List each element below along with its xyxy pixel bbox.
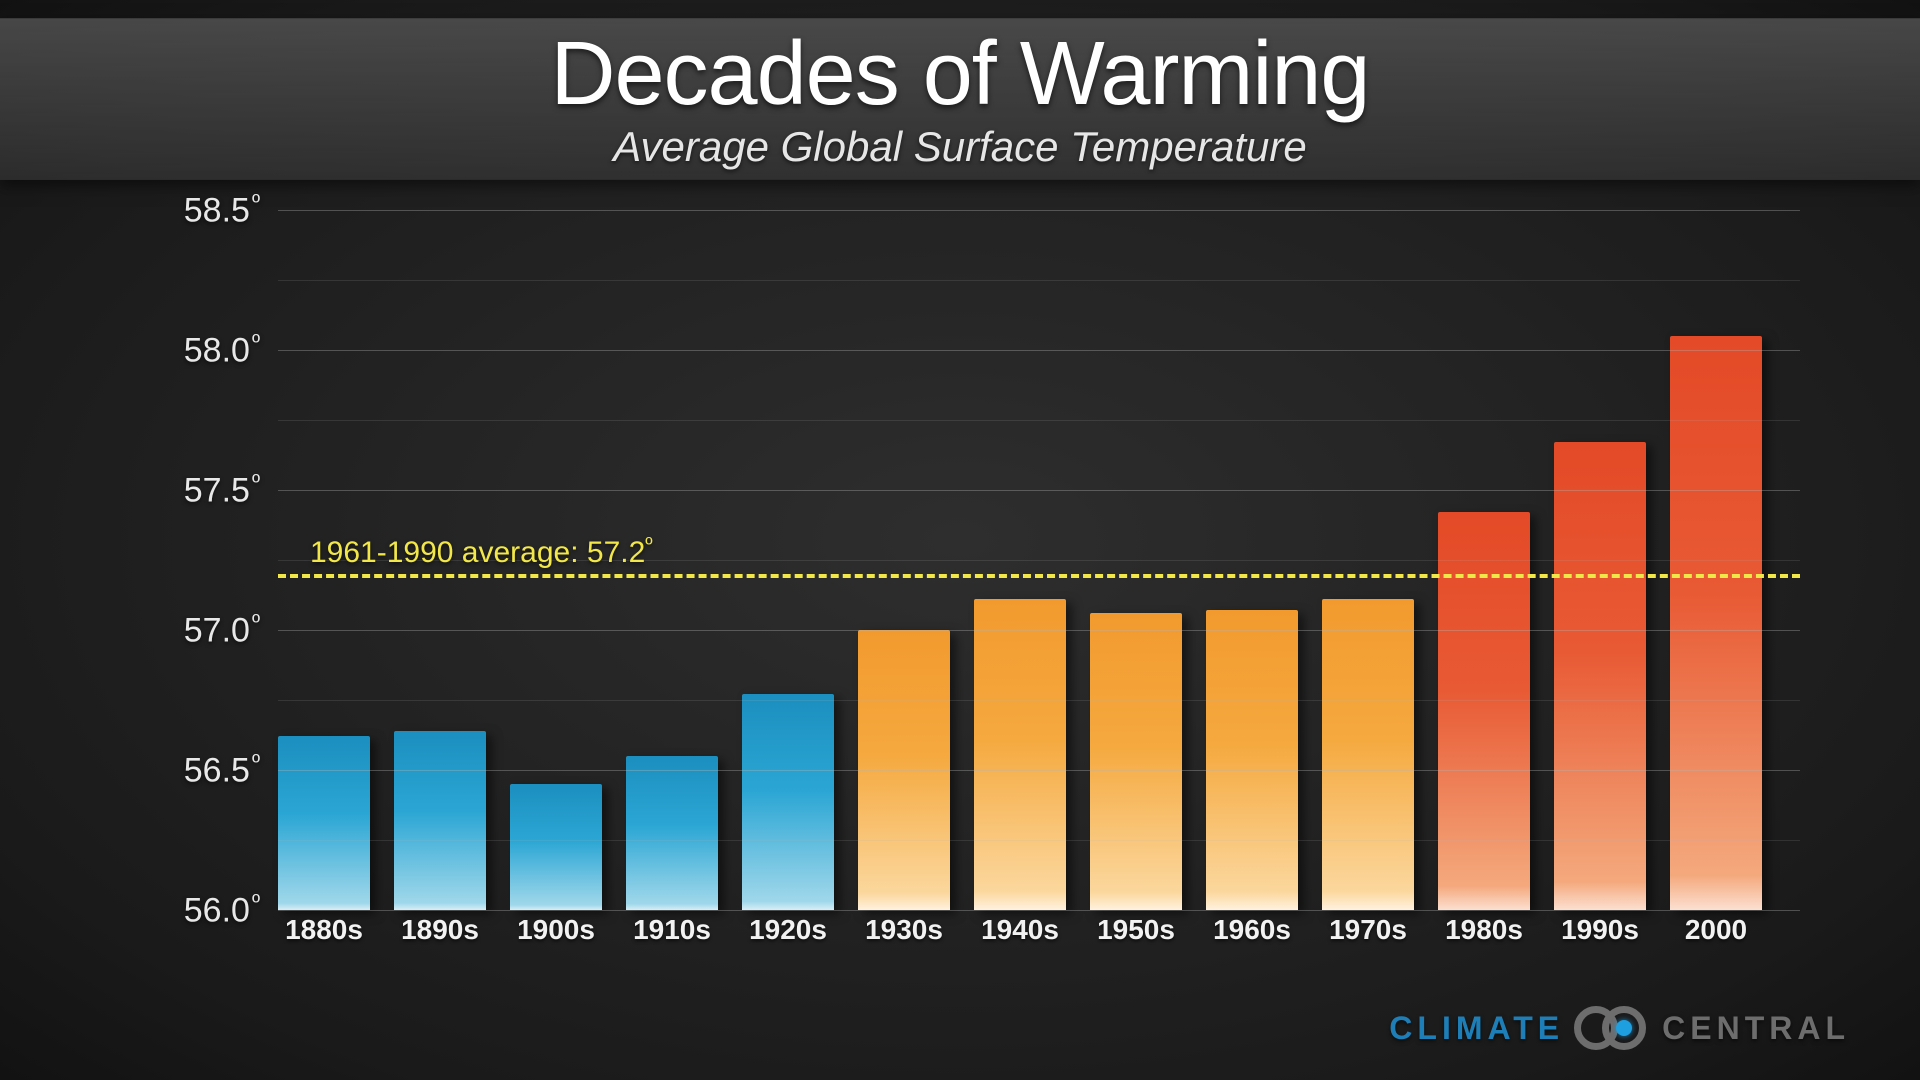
gridline — [278, 490, 1800, 491]
x-tick-label: 1900s — [496, 914, 616, 946]
logo-word-central: CENTRAL — [1662, 1010, 1850, 1047]
bar — [974, 599, 1066, 910]
x-tick-label: 1970s — [1308, 914, 1428, 946]
gridline-minor — [278, 840, 1800, 841]
gridline-minor — [278, 420, 1800, 421]
gridline — [278, 630, 1800, 631]
gridline — [278, 210, 1800, 211]
logo-word-climate: CLIMATE — [1389, 1010, 1564, 1047]
y-tick-label: 58.5º — [184, 189, 260, 230]
title-band: Decades of Warming Average Global Surfac… — [0, 18, 1920, 180]
brand-logo: CLIMATE CENTRAL — [1389, 1006, 1850, 1050]
bar — [1206, 610, 1298, 910]
x-tick-label: 1890s — [380, 914, 500, 946]
x-tick-label: 1920s — [728, 914, 848, 946]
bar — [626, 756, 718, 910]
x-tick-label: 2000 — [1656, 914, 1776, 946]
x-tick-label: 1960s — [1192, 914, 1312, 946]
x-tick-label: 1880s — [264, 914, 384, 946]
gridline-minor — [278, 700, 1800, 701]
x-tick-label: 1940s — [960, 914, 1080, 946]
y-tick-label: 56.5º — [184, 749, 260, 790]
gridline — [278, 350, 1800, 351]
bar — [1090, 613, 1182, 910]
bar — [1322, 599, 1414, 910]
y-tick-label: 57.5º — [184, 469, 260, 510]
x-tick-label: 1910s — [612, 914, 732, 946]
bar-chart: 1880s1890s1900s1910s1920s1930s1940s1950s… — [210, 210, 1800, 910]
x-tick-label: 1990s — [1540, 914, 1660, 946]
reference-line-label: 1961-1990 average: 57.2º — [310, 534, 653, 570]
gridline — [278, 770, 1800, 771]
gridline — [278, 910, 1800, 911]
logo-mark-icon — [1574, 1006, 1652, 1050]
chart-subtitle: Average Global Surface Temperature — [0, 123, 1920, 171]
bar — [1438, 512, 1530, 910]
y-tick-label: 56.0º — [184, 889, 260, 930]
y-tick-label: 57.0º — [184, 609, 260, 650]
reference-line — [278, 574, 1800, 578]
gridline-minor — [278, 280, 1800, 281]
chart-title: Decades of Warming — [0, 19, 1920, 119]
x-tick-label: 1930s — [844, 914, 964, 946]
bar — [1670, 336, 1762, 910]
y-tick-label: 58.0º — [184, 329, 260, 370]
x-tick-label: 1980s — [1424, 914, 1544, 946]
x-tick-label: 1950s — [1076, 914, 1196, 946]
bar — [742, 694, 834, 910]
bar — [278, 736, 370, 910]
bar — [394, 731, 486, 910]
bar — [510, 784, 602, 910]
